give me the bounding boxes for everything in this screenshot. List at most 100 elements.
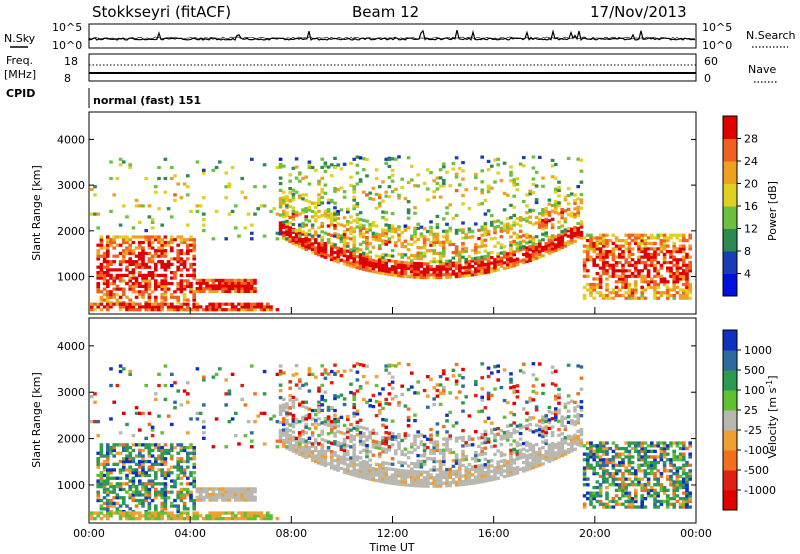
velocity-cell-2197 — [598, 455, 603, 459]
power-cell-401 — [163, 273, 168, 277]
velocity-cell-1192 — [365, 446, 369, 450]
power-cell-584 — [202, 212, 206, 216]
power-cell-396 — [163, 287, 168, 291]
power-cell-801 — [285, 195, 289, 199]
power-cell-193 — [128, 246, 132, 250]
power-cell-2478 — [662, 252, 667, 256]
power-cell-1340 — [397, 274, 401, 278]
power-cell-1563 — [445, 240, 449, 244]
velocity-cell-1247 — [378, 454, 382, 459]
velocity-cell-810 — [288, 434, 292, 438]
velocity-cell-1330 — [394, 476, 398, 480]
power-cell-786 — [282, 164, 286, 168]
power-cell-1453 — [422, 267, 427, 271]
power-cell-941 — [317, 244, 321, 249]
power-cell-1466 — [426, 270, 430, 274]
power-cell-1133 — [355, 260, 360, 264]
power-cell-1463 — [422, 181, 427, 185]
power-cell-922 — [310, 201, 315, 205]
velocity-cell-1839 — [512, 472, 516, 476]
velocity-cell-2271 — [618, 502, 622, 506]
velocity-cell-1123 — [352, 405, 356, 410]
velocity-cell-236 — [138, 501, 142, 505]
velocity-cell-347 — [154, 443, 158, 447]
velocity-cell-364 — [157, 514, 161, 518]
velocity-cell-1763 — [493, 466, 497, 470]
power-colorbar-label-5: 24 — [744, 155, 758, 168]
power-cell-1946 — [534, 184, 539, 188]
power-cell-1672 — [474, 269, 478, 274]
velocity-cell-2242 — [608, 446, 612, 451]
velocity-cell-780 — [282, 422, 286, 427]
power-cell-1677 — [474, 251, 478, 255]
velocity-cell-1525 — [438, 476, 443, 480]
power-cell-2040 — [557, 194, 561, 198]
power-cell-14 — [96, 276, 100, 280]
velocity-cell-1554 — [442, 372, 446, 376]
velocity-cell-2146 — [589, 502, 593, 506]
power-cell-1844 — [512, 242, 516, 246]
power-cell-1955 — [538, 225, 542, 229]
velocity-cell-110 — [112, 462, 116, 466]
power-cell-2588 — [685, 252, 689, 256]
velocity-cell-149 — [122, 501, 126, 505]
power-cell-133 — [118, 279, 123, 283]
power-cell-256 — [141, 295, 145, 299]
velocity-cell-484 — [179, 459, 184, 464]
power-cell-520 — [186, 308, 190, 312]
power-cell-1245 — [378, 257, 382, 261]
power-cell-2125 — [582, 274, 587, 278]
velocity-cell-1851 — [512, 401, 516, 406]
velocity-cell-451 — [173, 517, 177, 521]
power-cell-1271 — [381, 210, 385, 214]
power-cell-172 — [125, 251, 129, 255]
velocity-cell-592 — [205, 517, 209, 521]
velocity-cell-2098 — [576, 440, 580, 444]
power-cell-1773 — [496, 262, 500, 266]
power-cell-540 — [192, 298, 196, 302]
power-cell-1543 — [442, 251, 446, 255]
velocity-cell-1243 — [378, 471, 382, 475]
power-cell-519 — [186, 238, 190, 242]
power-cell-476 — [179, 284, 184, 288]
power-cell-2099 — [576, 229, 580, 233]
velocity-cell-2259 — [614, 499, 619, 504]
power-cell-1604 — [454, 228, 459, 232]
velocity-cell-915 — [310, 444, 315, 448]
power-cell-165 — [122, 160, 126, 164]
velocity-cell-2280 — [618, 455, 622, 459]
power-cell-504 — [182, 238, 187, 242]
velocity-cell-793 — [285, 432, 289, 436]
velocity-cell-560 — [195, 495, 200, 499]
velocity-cell-1921 — [531, 460, 536, 464]
power-cell-692 — [243, 289, 248, 293]
velocity-cell-1419 — [413, 434, 417, 438]
power-cell-66 — [106, 279, 110, 283]
power-cell-281 — [144, 276, 148, 280]
velocity-cell-440 — [170, 511, 174, 515]
velocity-cell-755 — [275, 420, 280, 424]
power-cell-235 — [134, 198, 139, 202]
power-cell-1117 — [352, 241, 356, 245]
velocity-cell-502 — [182, 459, 187, 464]
power-cell-1959 — [538, 212, 542, 216]
velocity-cell-1483 — [429, 440, 433, 444]
power-cell-304 — [147, 257, 152, 261]
power-cell-1254 — [378, 193, 382, 197]
power-cell-690 — [240, 190, 244, 194]
velocity-cell-925 — [314, 457, 318, 461]
power-cell-1029 — [333, 189, 337, 193]
velocity-cell-185 — [128, 487, 132, 492]
power-cell-1748 — [490, 269, 494, 273]
velocity-cell-1143 — [355, 370, 360, 374]
power-cell-957 — [320, 249, 324, 253]
velocity-cell-633 — [221, 517, 225, 521]
velocity-cell-2308 — [624, 455, 628, 459]
velocity-cell-1572 — [448, 483, 452, 488]
power-cell-77 — [106, 243, 110, 247]
velocity-cell-178 — [125, 517, 129, 521]
power-cell-1794 — [499, 221, 504, 225]
power-cell-1917 — [528, 192, 532, 196]
power-cell-1851 — [512, 194, 516, 198]
velocity-cell-1493 — [432, 468, 436, 472]
